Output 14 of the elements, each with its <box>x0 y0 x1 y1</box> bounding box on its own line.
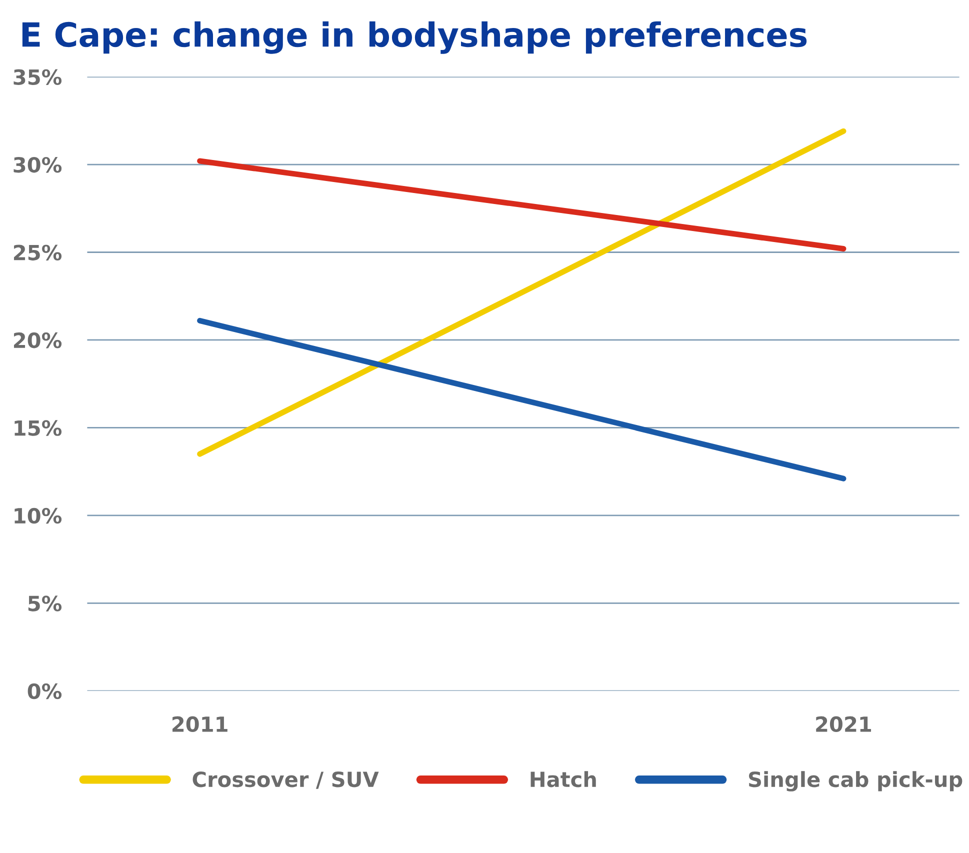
y-tick-label: 15% <box>14 420 62 436</box>
y-tick-label: 0% <box>28 683 62 700</box>
legend-label: Single cab pick-up <box>748 771 962 792</box>
legend-label: Hatch <box>530 771 596 788</box>
y-tick-label: 5% <box>28 596 62 612</box>
x-tick-label: 2021 <box>816 716 872 732</box>
y-tick-label: 20% <box>14 332 62 348</box>
legend-label: Crossover / SUV <box>192 771 379 789</box>
y-tick-label: 35% <box>14 69 62 85</box>
y-tick-label: 30% <box>14 156 62 173</box>
chart-title: E Cape: change in bodyshape preferences <box>22 21 807 54</box>
y-tick-label: 10% <box>14 508 62 524</box>
x-tick-label: 2011 <box>172 716 228 732</box>
y-tick-label: 25% <box>14 244 62 260</box>
